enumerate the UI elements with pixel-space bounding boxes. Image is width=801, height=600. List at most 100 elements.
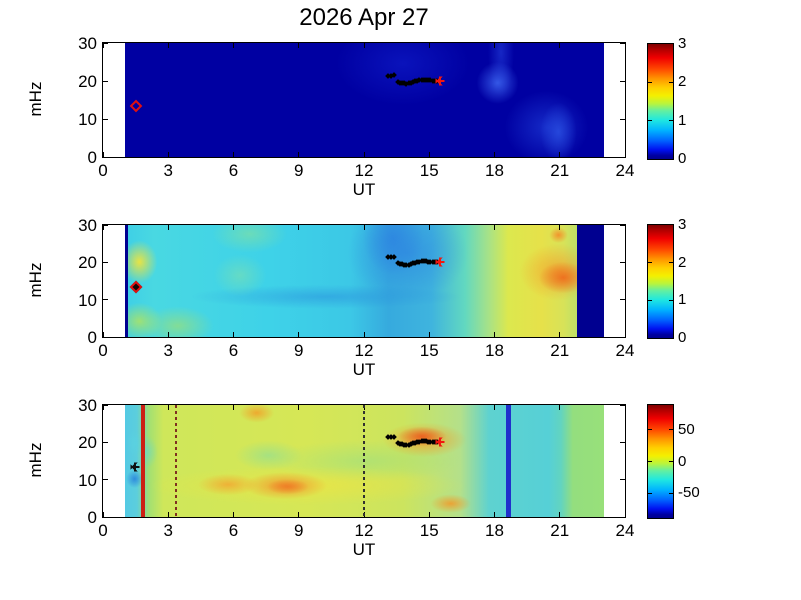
- y-tick-mark: [103, 156, 108, 157]
- x-tick-mark: [167, 405, 169, 410]
- y-tick-label: 0: [87, 508, 97, 527]
- heatmap-field-middle: [124, 225, 605, 337]
- x-tick-mark: [103, 405, 104, 410]
- x-tick-label: 3: [163, 521, 173, 540]
- y-tick-label: 20: [78, 433, 97, 453]
- colorbar-top: [647, 43, 674, 160]
- x-tick-label: 21: [550, 521, 570, 540]
- x-tick-label: 24: [615, 161, 635, 180]
- colorbar-tick-mark: [669, 429, 673, 431]
- x-tick-mark: [559, 332, 561, 337]
- x-tick-mark: [494, 332, 495, 337]
- x-tick-label: 9: [294, 521, 304, 540]
- colorbar-gradient: [648, 44, 673, 159]
- colorbar-tick-label: -50: [678, 484, 700, 502]
- x-tick-mark: [298, 152, 300, 157]
- colorbar-tick-mark: [648, 461, 652, 462]
- x-tick-mark: [363, 225, 365, 230]
- y-tick-mark: [620, 441, 625, 443]
- solid-event-line: [506, 405, 512, 517]
- heatmap-gap-band: [577, 225, 605, 337]
- colorbar-tick-mark: [669, 81, 673, 83]
- x-tick-mark: [167, 512, 169, 517]
- x-tick-mark: [233, 405, 234, 410]
- y-tick-label: 0: [87, 148, 97, 167]
- x-tick-mark: [103, 152, 104, 157]
- x-tick-label: 9: [294, 341, 304, 360]
- heatmap-field-top: [124, 43, 605, 157]
- x-tick-label: 6: [228, 341, 239, 360]
- x-tick-mark: [559, 43, 561, 48]
- solid-event-line: [124, 225, 128, 337]
- x-tick-mark: [233, 512, 234, 517]
- colorbar-tick-mark: [648, 262, 652, 264]
- y-tick-mark: [620, 118, 625, 120]
- y-tick-mark: [103, 261, 108, 263]
- y-tick-label: 20: [78, 253, 97, 273]
- x-tick-label: 24: [615, 341, 635, 360]
- x-tick-mark: [298, 332, 300, 337]
- colorbar-tick-mark: [648, 492, 652, 494]
- colorbar-tick-mark: [648, 81, 652, 83]
- y-tick-mark: [103, 516, 108, 517]
- x-tick-label: 6: [228, 161, 239, 180]
- x-tick-label: 15: [419, 521, 439, 540]
- x-tick-mark: [428, 512, 430, 517]
- x-tick-mark: [624, 43, 625, 48]
- x-tick-mark: [103, 225, 104, 230]
- y-tick-label: 20: [78, 72, 97, 91]
- dotted-event-line: [363, 405, 365, 517]
- x-tick-label: 21: [550, 341, 570, 360]
- x-tick-label: 12: [354, 521, 374, 540]
- x-tick-mark: [428, 152, 430, 157]
- colorbar-tick-label: 3: [678, 216, 687, 233]
- y-tick-mark: [620, 43, 625, 44]
- x-tick-label: 0: [98, 341, 108, 360]
- x-tick-mark: [494, 405, 495, 410]
- x-axis-label: UT: [352, 540, 376, 559]
- y-tick-mark: [103, 225, 108, 226]
- y-tick-mark: [620, 299, 625, 301]
- x-tick-mark: [363, 332, 365, 337]
- colorbar-tick-mark: [669, 299, 673, 301]
- x-tick-mark: [624, 512, 625, 517]
- colorbar-tick-label: 0: [678, 329, 687, 346]
- x-tick-mark: [559, 152, 561, 157]
- colorbar-tick-mark: [648, 120, 652, 122]
- x-tick-label: 3: [163, 341, 173, 360]
- colorbar-gradient: [648, 405, 673, 518]
- x-tick-mark: [363, 152, 365, 157]
- x-tick-mark: [298, 225, 300, 230]
- x-tick-label: 0: [98, 161, 108, 180]
- x-tick-mark: [559, 512, 561, 517]
- x-tick-label: 3: [163, 161, 173, 180]
- asterisk-marker: [435, 76, 445, 86]
- y-axis-label: mHz: [26, 442, 45, 478]
- x-tick-mark: [298, 43, 300, 48]
- x-tick-label: 6: [228, 521, 239, 540]
- x-tick-mark: [167, 152, 169, 157]
- colorbar-middle: [647, 224, 674, 339]
- colorbar-tick-label: 50: [678, 420, 695, 438]
- x-tick-mark: [624, 405, 625, 410]
- y-tick-label: 30: [78, 34, 97, 53]
- colorbar-bottom: [647, 404, 674, 519]
- x-tick-mark: [428, 405, 430, 410]
- y-tick-label: 10: [78, 470, 97, 490]
- y-tick-mark: [103, 336, 108, 337]
- x-tick-mark: [494, 512, 495, 517]
- y-axis-label: mHz: [26, 262, 45, 298]
- x-tick-mark: [298, 405, 300, 410]
- x-tick-label: 12: [354, 341, 374, 360]
- asterisk-marker: [435, 437, 445, 447]
- x-tick-mark: [298, 512, 300, 517]
- y-tick-mark: [620, 405, 625, 406]
- colorbar-tick-label: 2: [678, 253, 687, 271]
- y-tick-mark: [620, 479, 625, 481]
- y-tick-label: 10: [78, 290, 97, 310]
- colorbar-tick-mark: [648, 299, 652, 301]
- x-tick-mark: [428, 332, 430, 337]
- x-tick-mark: [233, 43, 234, 48]
- colorbar-tick-mark: [669, 262, 673, 264]
- x-tick-mark: [103, 43, 104, 48]
